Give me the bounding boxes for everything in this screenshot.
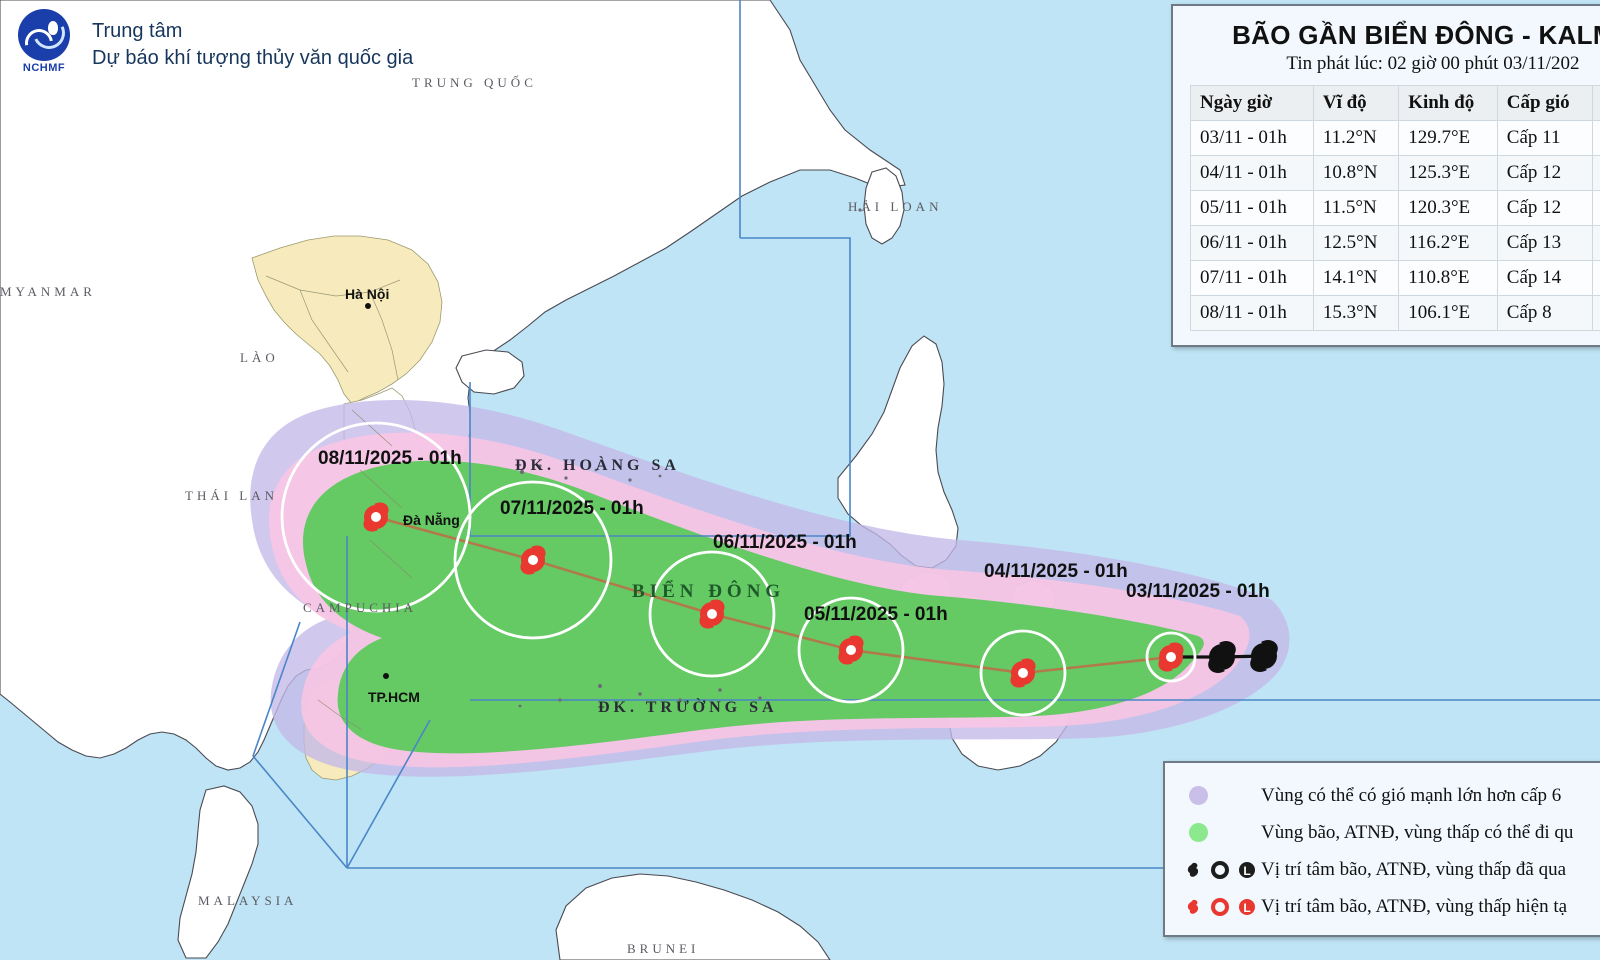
legend-row: L Vị trí tâm bão, ATNĐ, vùng thấp đã qua [1183, 851, 1600, 888]
table-cell-grade: Cấp 12 [1496, 190, 1593, 226]
table-cell-lon: 125.3°E [1398, 155, 1498, 191]
table-cell-datetime: 04/11 - 01h [1190, 155, 1314, 191]
table-cell-datetime: 08/11 - 01h [1190, 295, 1314, 331]
province-borders [265, 275, 413, 731]
svg-text:L: L [1243, 901, 1250, 915]
legend-label: Vùng có thể có gió mạnh lớn hơn cấp 6 [1261, 784, 1562, 806]
table-column-header: Kinh độ [1398, 85, 1498, 121]
table-cell-datetime: 07/11 - 01h [1190, 260, 1314, 296]
brand-header: NCHMF Trung tâm Dự báo khí tượng thủy vă… [10, 6, 413, 83]
legend-row: Vùng có thể có gió mạnh lớn hơn cấp 6 [1183, 777, 1600, 814]
forecast-track-line [375, 515, 1172, 675]
landmass-malay-peninsula [177, 785, 259, 959]
typhoon-icon [1183, 897, 1203, 917]
storm-zone-green [302, 460, 1204, 754]
table-cell-lon: 106.1°E [1398, 295, 1498, 331]
landmass-hainan [455, 349, 525, 395]
brand-line-2: Dự báo khí tượng thủy văn quốc gia [92, 46, 414, 69]
legend-swatch [1183, 823, 1261, 842]
legend-row: L Vị trí tâm bão, ATNĐ, vùng thấp hiện tạ [1183, 888, 1600, 925]
table-cell-grade: Cấp 11 [1496, 120, 1593, 156]
city-dot [365, 303, 371, 309]
table-cell-vmax: 129km [1591, 190, 1600, 226]
typhoon-icon [1183, 860, 1203, 880]
storm-info-panel: BÃO GẦN BIỂN ĐÔNG - KALMA Tin phát lúc: … [1171, 4, 1600, 347]
legend-swatch: L [1183, 860, 1261, 880]
forecast-uncertainty-circles [280, 421, 1197, 717]
table-cell-lat: 12.5°N [1312, 225, 1400, 261]
svg-text:L: L [1243, 864, 1250, 878]
low-pressure-icon: L [1237, 860, 1257, 880]
table-cell-grade: Cấp 14 [1496, 260, 1593, 296]
legend-swatch [1183, 786, 1261, 805]
city-dot [383, 673, 389, 679]
issue-time: Tin phát lúc: 02 giờ 00 phút 03/11/202 [1286, 53, 1580, 74]
legend-label: Vị trí tâm bão, ATNĐ, vùng thấp hiện tạ [1261, 895, 1568, 917]
storm-title: BÃO GẦN BIỂN ĐÔNG - KALMA [1232, 20, 1600, 50]
island-dots [518, 208, 862, 708]
table-cell-grade: Cấp 13 [1496, 225, 1593, 261]
legend-color-dot [1189, 786, 1208, 805]
low-pressure-icon: L [1237, 897, 1257, 917]
nchmf-globe-icon [18, 9, 70, 61]
tropical-depression-icon [1210, 860, 1230, 880]
table-cell-grade: Cấp 12 [1496, 155, 1593, 191]
table-column-header: Vmax [1591, 85, 1600, 121]
table-cell-vmax: 162km [1591, 260, 1600, 296]
table-cell-lat: 11.5°N [1312, 190, 1400, 226]
table-cell-lon: 110.8°E [1398, 260, 1498, 296]
legend-label: Vùng bão, ATNĐ, vùng thấp có thể đi qu [1261, 821, 1574, 843]
table-cell-lat: 11.2°N [1312, 120, 1400, 156]
table-cell-lat: 14.1°N [1312, 260, 1400, 296]
table-cell-lon: 129.7°E [1398, 120, 1498, 156]
map-legend-panel: Vùng có thể có gió mạnh lớn hơn cấp 6 Vùn… [1163, 761, 1600, 937]
table-cell-vmax: 104km [1591, 120, 1600, 156]
table-cell-vmax: 147km [1591, 225, 1600, 261]
table-cell-lat: 10.8°N [1312, 155, 1400, 191]
nchmf-logo: NCHMF [10, 6, 78, 83]
tropical-depression-icon [1210, 897, 1230, 917]
table-cell-lon: 116.2°E [1398, 225, 1498, 261]
legend-swatch: L [1183, 897, 1261, 917]
brand-title: Trung tâm Dự báo khí tượng thủy văn quốc… [92, 18, 413, 72]
table-cell-vmax: 126km [1591, 155, 1600, 191]
landmass-borneo [555, 873, 831, 960]
table-column-header: Cấp gió [1496, 85, 1593, 121]
legend-color-dot [1189, 823, 1208, 842]
landmass-taiwan [863, 167, 905, 245]
logo-label: NCHMF [22, 62, 66, 74]
brand-line-1: Trung tâm [92, 19, 183, 42]
table-cell-datetime: 06/11 - 01h [1190, 225, 1314, 261]
table-cell-vmax: 64km/ [1591, 295, 1600, 331]
past-position-markers [1208, 640, 1278, 673]
table-column-header: Ngày giờ [1190, 85, 1314, 121]
table-cell-grade: Cấp 8 [1496, 295, 1593, 331]
legend-row: Vùng bão, ATNĐ, vùng thấp có thể đi qu [1183, 814, 1600, 851]
table-cell-datetime: 05/11 - 01h [1190, 190, 1314, 226]
legend-label: Vị trí tâm bão, ATNĐ, vùng thấp đã qua [1261, 858, 1567, 880]
table-cell-lat: 15.3°N [1312, 295, 1400, 331]
table-cell-lon: 120.3°E [1398, 190, 1498, 226]
forecast-position-markers [363, 502, 1184, 688]
table-cell-datetime: 03/11 - 01h [1190, 120, 1314, 156]
table-column-header: Vĩ độ [1312, 85, 1400, 121]
